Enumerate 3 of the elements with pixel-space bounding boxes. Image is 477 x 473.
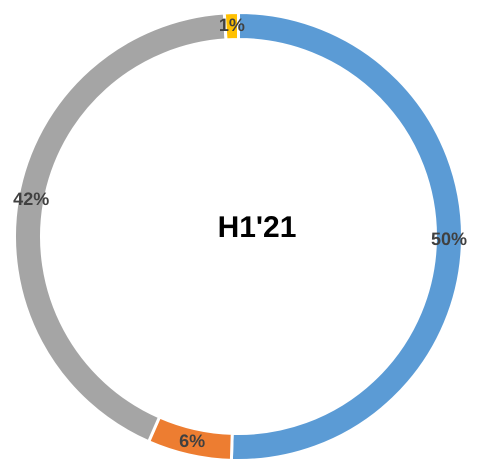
data-label: 1% [218, 15, 245, 36]
text: H1'21 [218, 211, 296, 244]
data-label: 6% [179, 430, 206, 451]
